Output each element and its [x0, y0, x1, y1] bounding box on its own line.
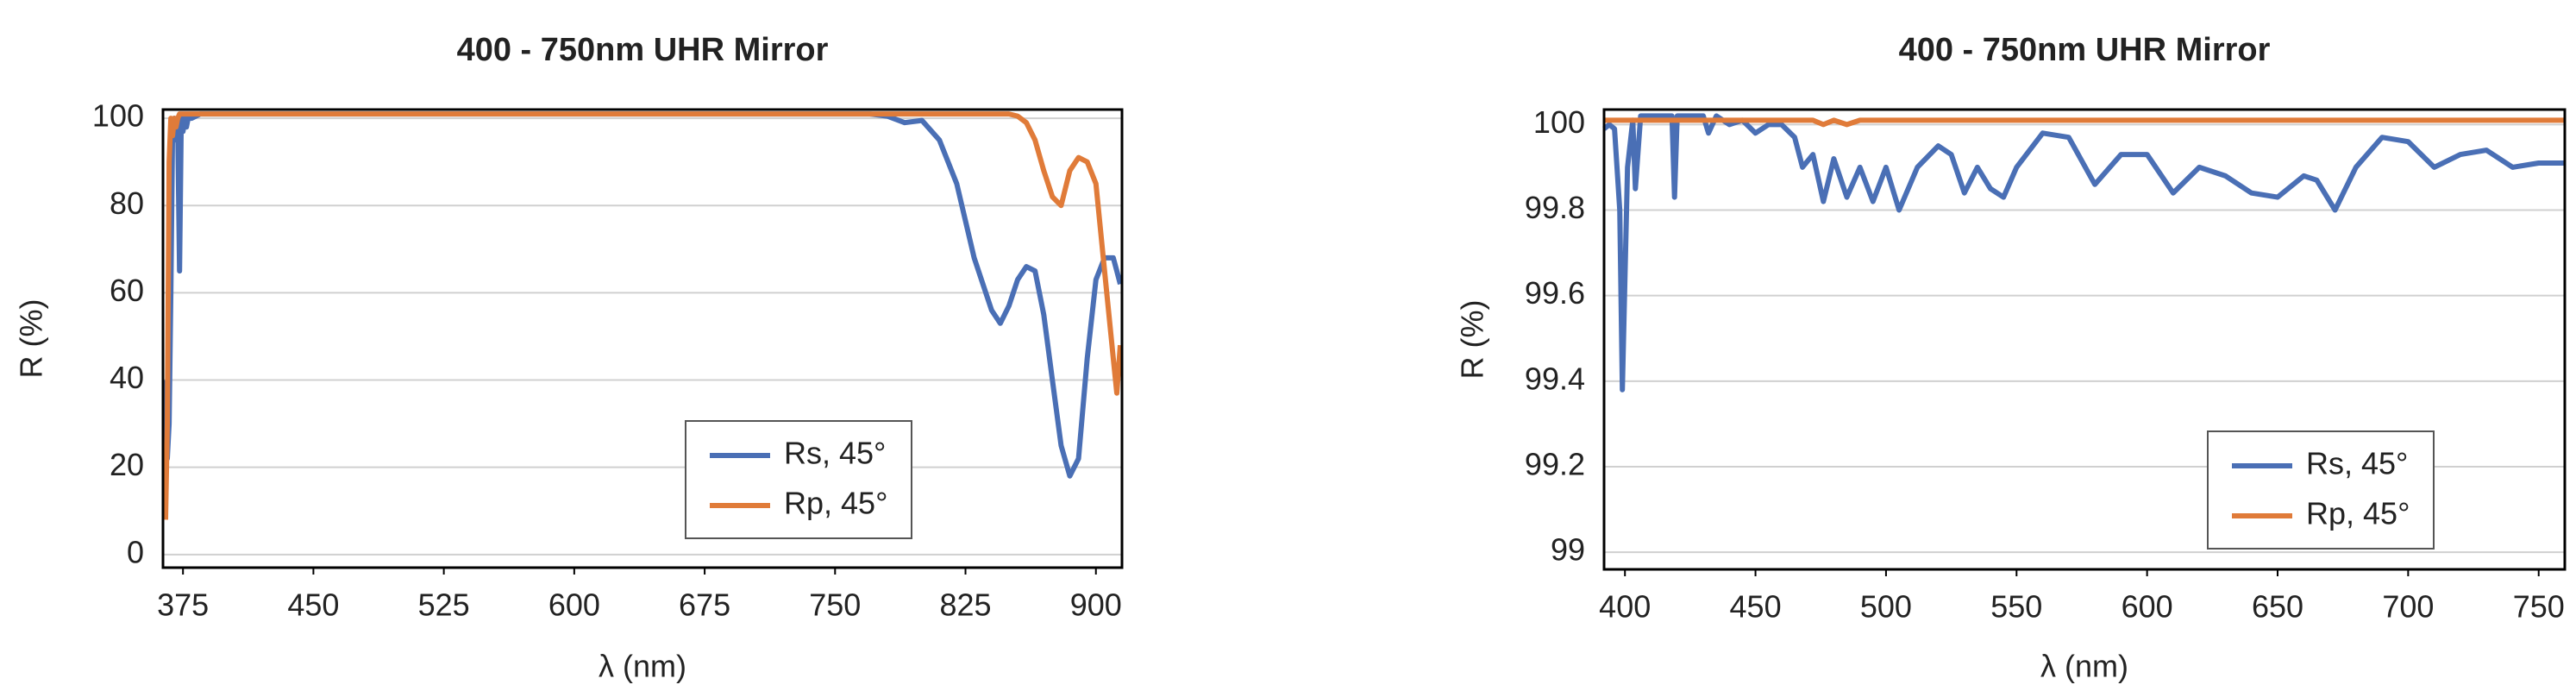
x-tick-label: 400 — [1599, 589, 1651, 625]
legend-label: Rs, 45° — [784, 436, 886, 471]
x-tick-label: 700 — [2382, 589, 2434, 625]
x-axis-label: λ (nm) — [2040, 649, 2128, 684]
legend-box — [2207, 430, 2435, 550]
x-tick-label: 550 — [1990, 589, 2042, 625]
y-axis-label: R (%) — [1455, 300, 1490, 380]
y-tick-label: 99.6 — [1525, 275, 1585, 311]
legend-label: Rp, 45° — [784, 486, 887, 521]
y-tick-label: 100 — [1533, 104, 1585, 140]
chart-title: 400 - 750nm UHR Mirror — [457, 32, 829, 68]
chart-title: 400 - 750nm UHR Mirror — [1899, 32, 2271, 68]
plot-border — [161, 108, 1124, 569]
y-tick-label: 99.4 — [1525, 361, 1585, 396]
y-tick-label: 20 — [110, 447, 144, 482]
x-tick-label: 825 — [939, 587, 991, 623]
y-tick-label: 60 — [110, 273, 144, 308]
x-tick-label: 750 — [809, 587, 861, 623]
y-tick-label: 40 — [110, 360, 144, 395]
x-tick-label: 500 — [1860, 589, 1912, 625]
y-tick-label: 100 — [92, 98, 144, 134]
series-line — [1604, 117, 2565, 128]
x-tick-label: 650 — [2252, 589, 2303, 625]
x-axis-label: λ (nm) — [599, 649, 686, 684]
x-tick-label: 525 — [418, 587, 470, 623]
x-tick-label: 675 — [679, 587, 730, 623]
y-axis-label: R (%) — [14, 299, 49, 379]
x-tick-label: 600 — [548, 587, 600, 623]
legend-label: Rs, 45° — [2306, 446, 2408, 481]
x-tick-label: 900 — [1070, 587, 1122, 623]
y-tick-label: 99.2 — [1525, 447, 1585, 482]
x-tick-label: 600 — [2122, 589, 2173, 625]
series-line — [163, 111, 1123, 479]
y-tick-label: 99.8 — [1525, 190, 1585, 225]
x-tick-label: 450 — [1730, 589, 1782, 625]
x-tick-label: 750 — [2513, 589, 2565, 625]
x-tick-label: 375 — [157, 587, 209, 623]
series-line — [163, 111, 1123, 520]
legend-box — [685, 420, 912, 539]
plot-border — [1602, 108, 2567, 571]
y-tick-label: 99 — [1551, 532, 1585, 568]
y-tick-label: 80 — [110, 185, 144, 221]
legend-label: Rp, 45° — [2306, 496, 2410, 531]
y-tick-label: 0 — [127, 534, 144, 569]
series-line — [1602, 113, 2565, 393]
x-tick-label: 450 — [287, 587, 339, 623]
